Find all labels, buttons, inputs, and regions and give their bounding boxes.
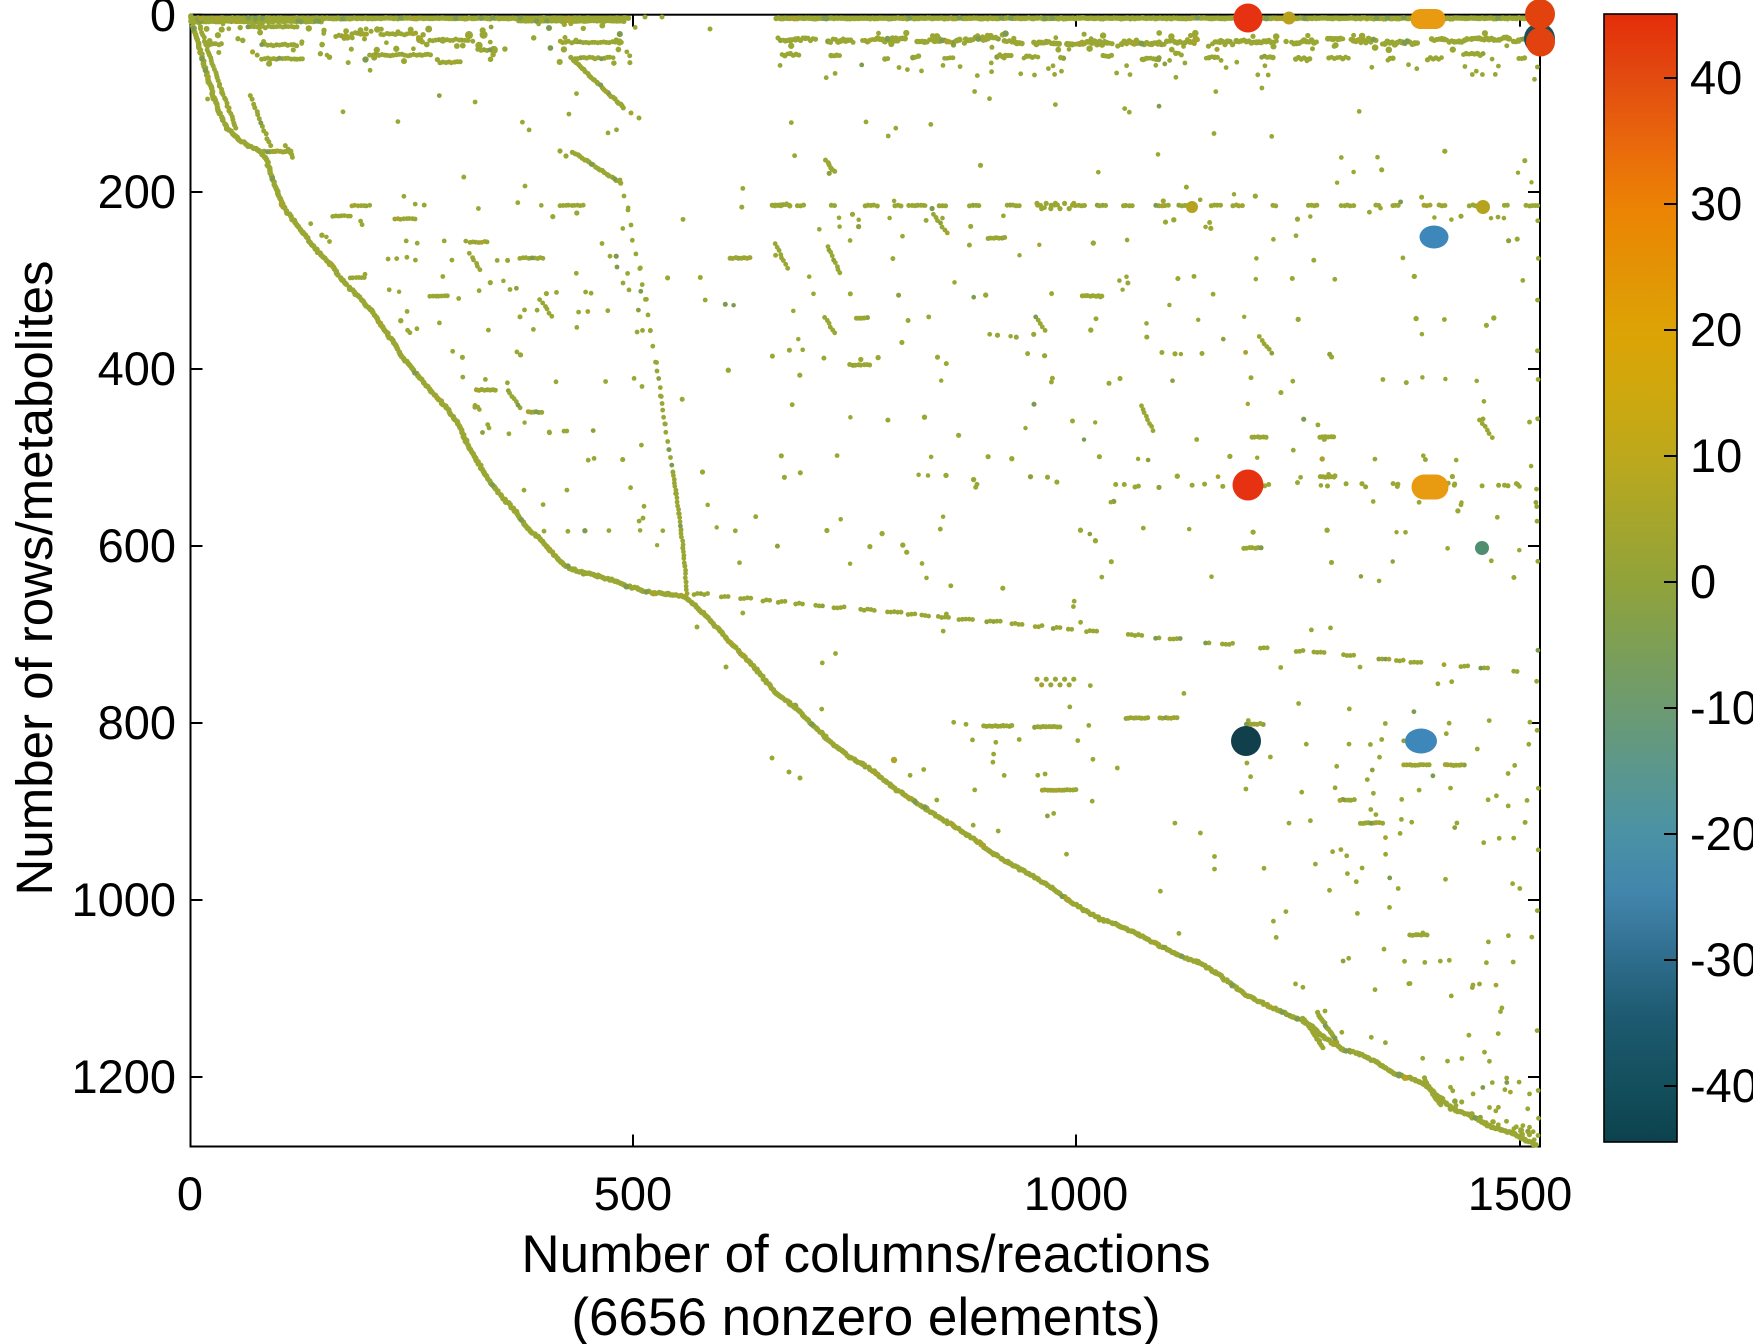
svg-text:-40: -40 <box>1690 1059 1753 1112</box>
svg-text:-20: -20 <box>1690 807 1753 860</box>
svg-text:(6656 nonzero elements): (6656 nonzero elements) <box>571 1288 1160 1344</box>
svg-text:1000: 1000 <box>71 873 176 926</box>
svg-text:0: 0 <box>177 1167 203 1220</box>
svg-text:-30: -30 <box>1690 933 1753 986</box>
svg-text:30: 30 <box>1690 177 1742 230</box>
svg-text:20: 20 <box>1690 303 1742 356</box>
svg-text:Number of rows/metabolites: Number of rows/metabolites <box>6 261 63 896</box>
svg-text:-10: -10 <box>1690 681 1753 734</box>
svg-text:200: 200 <box>98 165 176 218</box>
svg-text:1000: 1000 <box>1024 1167 1129 1220</box>
svg-text:500: 500 <box>594 1167 672 1220</box>
svg-text:600: 600 <box>98 519 176 572</box>
svg-text:400: 400 <box>98 342 176 395</box>
svg-text:10: 10 <box>1690 429 1742 482</box>
svg-text:1500: 1500 <box>1468 1167 1573 1220</box>
svg-text:800: 800 <box>98 696 176 749</box>
svg-text:1200: 1200 <box>71 1050 176 1103</box>
svg-text:0: 0 <box>1690 555 1716 608</box>
svg-text:0: 0 <box>150 0 176 41</box>
svg-text:Number of columns/reactions: Number of columns/reactions <box>521 1225 1210 1284</box>
svg-text:40: 40 <box>1690 51 1742 104</box>
